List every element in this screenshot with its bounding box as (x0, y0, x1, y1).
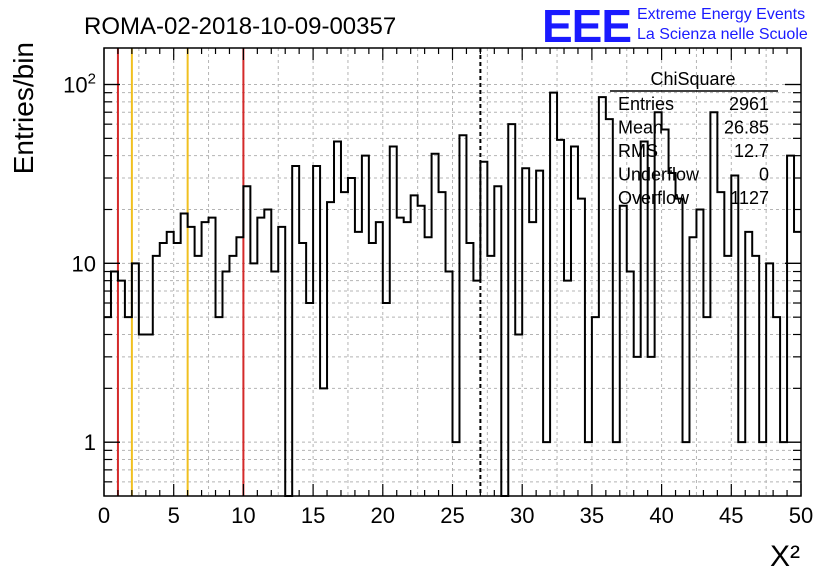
x-axis-label: X² (770, 540, 800, 572)
eee-logo: EEE Extreme Energy Events La Scienza nel… (542, 0, 808, 52)
x-tick-label: 20 (371, 503, 395, 528)
stats-label-mean: Mean (618, 118, 663, 138)
logo-line-2: La Scienza nelle Scuole (637, 26, 808, 43)
x-tick-label: 50 (789, 503, 813, 528)
x-tick-label: 0 (98, 503, 110, 528)
x-tick-label: 30 (510, 503, 534, 528)
logo-line-1: Extreme Energy Events (637, 6, 805, 23)
stats-box: ChiSquare Entries 2961 Mean 26.85 RMS 12.7 Und… (610, 69, 778, 208)
y-tick-label: 1 (84, 430, 96, 455)
x-tick-label: 35 (580, 503, 604, 528)
stats-title: ChiSquare (650, 69, 735, 89)
eee-logo-mark: EEE (542, 0, 631, 52)
y-tick-label: 102 (63, 71, 96, 98)
axis-ticks: 0 5 10 15 20 25 30 35 40 45 50 1 10 102 (63, 48, 813, 528)
x-tick-label: 10 (231, 503, 255, 528)
stats-label-entries: Entries (618, 94, 674, 114)
stats-value-overflow: 1127 (730, 188, 769, 208)
stats-label-underflow: Underflow (618, 165, 700, 185)
stats-label-overflow: Overflow (618, 188, 690, 208)
x-tick-label: 40 (649, 503, 673, 528)
y-tick-label: 10 (72, 251, 96, 276)
stats-value-underflow: 0 (759, 165, 769, 185)
chart-title: ROMA-02-2018-10-09-00357 (84, 13, 396, 40)
histogram-series (104, 91, 801, 497)
stats-value-mean: 26.85 (724, 118, 769, 138)
stats-value-entries: 2961 (729, 94, 769, 114)
x-tick-label: 25 (440, 503, 464, 528)
x-tick-label: 5 (168, 503, 180, 528)
x-tick-label: 45 (719, 503, 743, 528)
y-axis-label: Entries/bin (8, 42, 39, 174)
x-tick-label: 15 (301, 503, 325, 528)
stats-label-rms: RMS (618, 141, 658, 161)
stats-value-rms: 12.7 (734, 141, 769, 161)
